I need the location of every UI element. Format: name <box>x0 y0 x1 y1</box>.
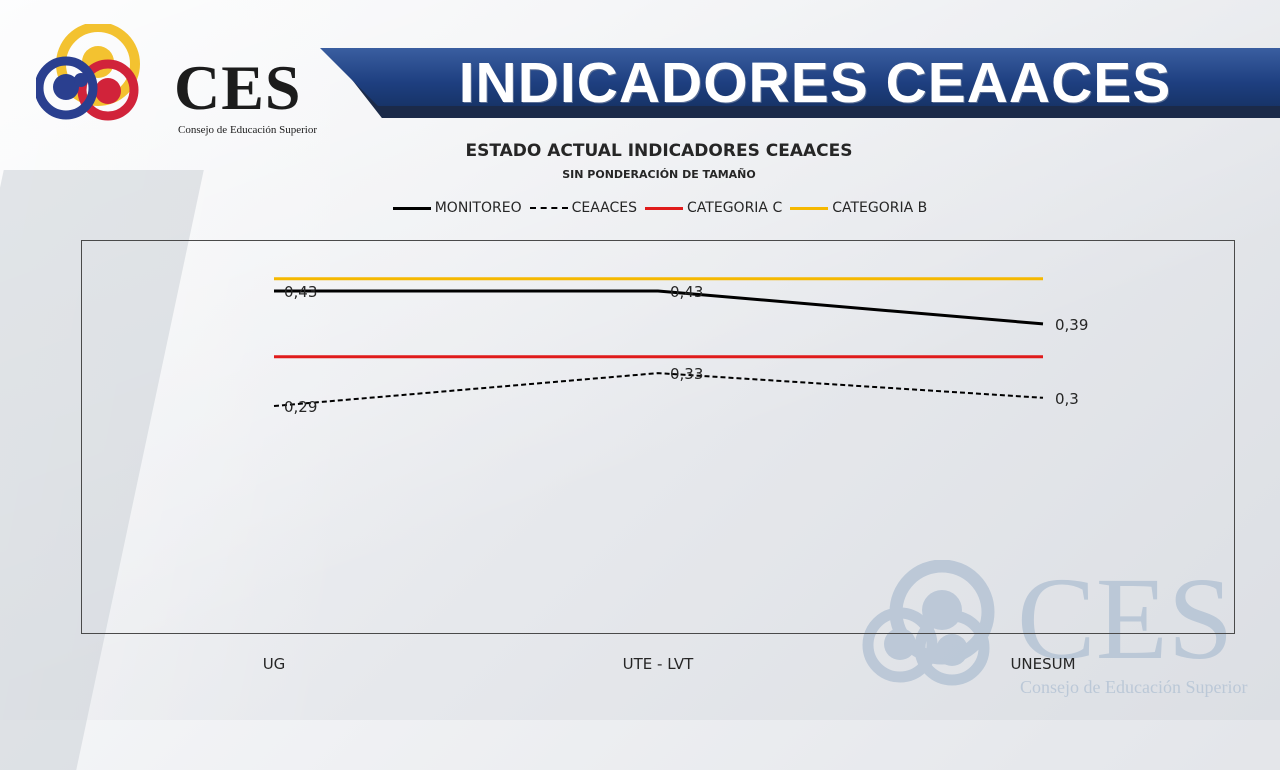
series-line-monitoreo <box>274 289 1044 326</box>
legend-swatch-monitoreo <box>392 206 431 210</box>
chart-subtitle: SIN PONDERACIÓN DE TAMAÑO <box>562 168 756 181</box>
legend-label-categoria-c: CATEGORIA C <box>687 200 783 216</box>
data-label-monitoreo-2: 0,39 <box>1055 316 1088 334</box>
watermark-subtitle: Consejo de Educación Superior <box>1020 677 1248 697</box>
title-banner <box>320 48 1280 106</box>
data-label-monitoreo-1: 0,43 <box>670 283 703 301</box>
legend-label-categoria-b: CATEGORIA B <box>832 200 928 216</box>
ces-watermark: CES Consejo de Educación Superior <box>862 553 1262 710</box>
logo-text: CES <box>174 52 302 123</box>
legend-item-categoria-b: CATEGORIA B <box>790 200 927 216</box>
data-label-monitoreo-0: 0,43 <box>284 283 317 301</box>
legend-item-ceaaces: CEAACES <box>529 200 638 216</box>
x-tick-label-unesum: UNESUM <box>1010 655 1075 673</box>
ces-logo: CES Consejo de Educación Superior <box>34 22 317 136</box>
legend-item-categoria-c: CATEGORIA C <box>645 200 782 216</box>
x-tick-label-ute-lvt: UTE - LVT <box>623 655 695 673</box>
series-line-ceaaces <box>273 372 1044 407</box>
ces-logo-mark-icon <box>34 22 140 121</box>
legend-label-ceaaces: CEAACES <box>571 200 638 216</box>
legend-swatch-categoria-b <box>790 206 829 210</box>
chart-legend: MONITOREO CEAACES CATEGORIA C CATEGORIA … <box>0 200 1280 216</box>
page-title: INDICADORES CEAACES <box>458 51 1172 115</box>
data-label-ceaaces-2: 0,3 <box>1055 390 1079 408</box>
watermark-logo-icon <box>862 559 995 686</box>
x-tick-label-ug: UG <box>263 655 286 673</box>
plot-area <box>81 240 1235 634</box>
chart-title: ESTADO ACTUAL INDICADORES CEAACES <box>465 141 853 161</box>
legend-item-monitoreo: MONITOREO <box>392 200 522 216</box>
watermark-text: CES <box>1017 553 1234 684</box>
logo-subtitle: Consejo de Educación Superior <box>178 124 317 136</box>
legend-label-monitoreo: MONITOREO <box>434 200 522 216</box>
data-label-ceaaces-1: 0,33 <box>670 365 703 383</box>
line-chart: 0,43 0,43 0,39 0,29 0,33 0,3 UG UTE - LVT UNESUM <box>263 277 1088 673</box>
legend-swatch-ceaaces <box>529 207 568 209</box>
background-highlight <box>0 0 1280 720</box>
legend-swatch-categoria-c <box>645 206 684 210</box>
data-label-ceaaces-0: 0,29 <box>284 398 317 416</box>
